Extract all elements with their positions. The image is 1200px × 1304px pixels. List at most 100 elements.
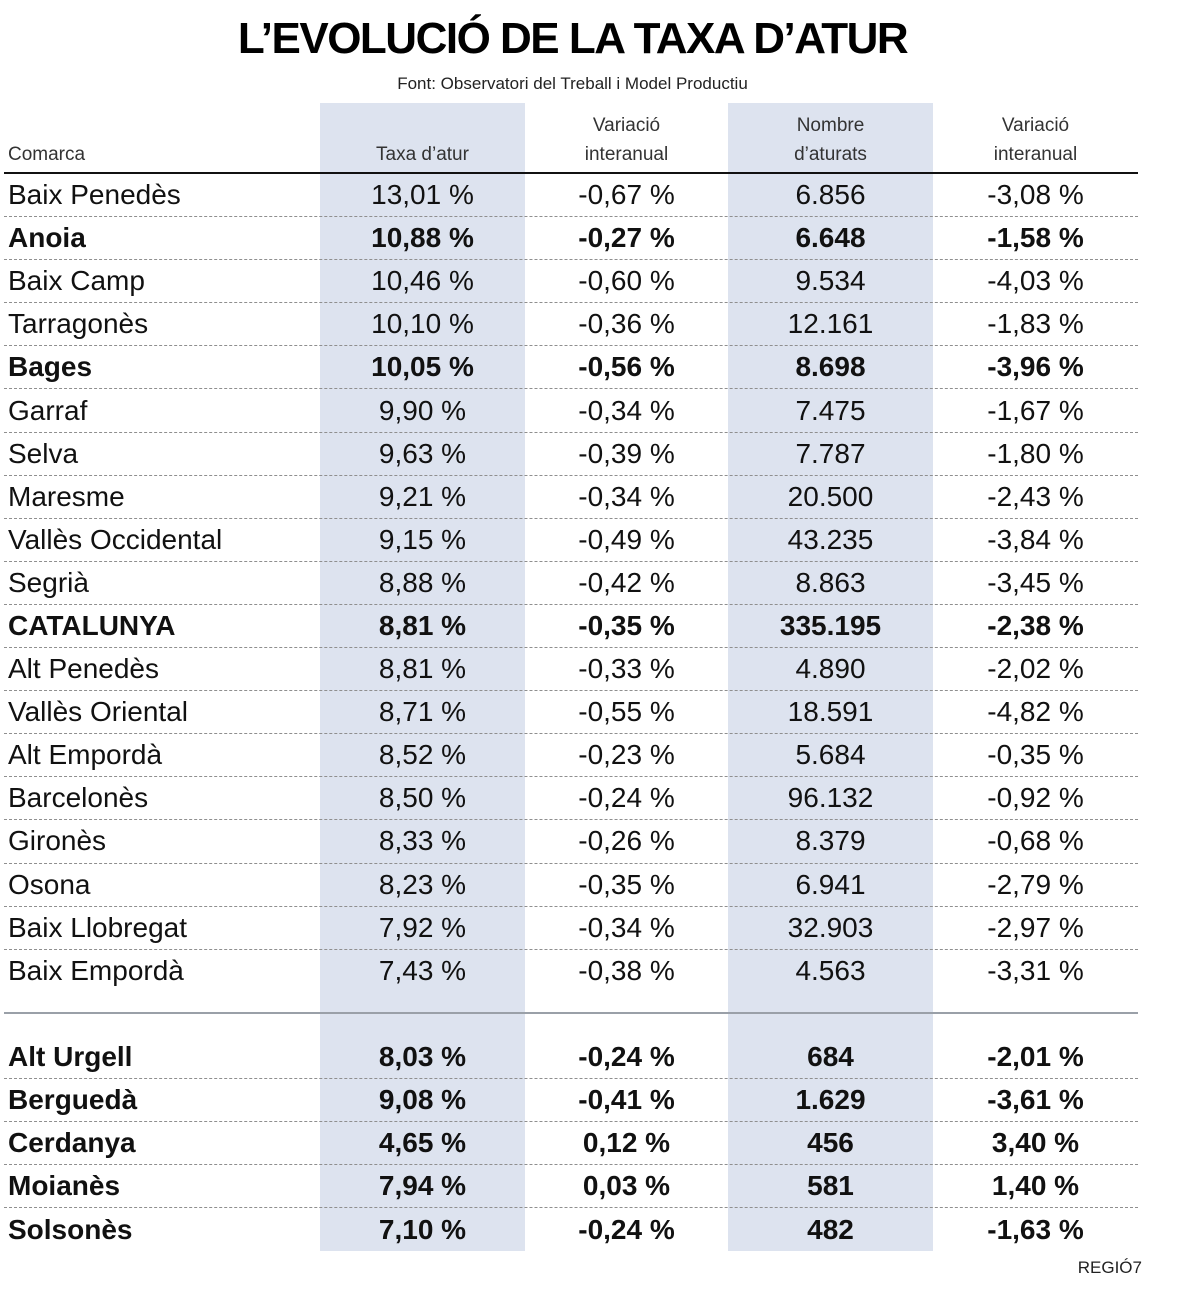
cell-nombre-aturats: 684: [807, 1041, 854, 1073]
cell-taxa-atur: 8,71 %: [378, 696, 467, 728]
cell-nombre-aturats: 96.132: [787, 782, 874, 814]
header-comarca: Comarca: [8, 144, 86, 165]
cell-variacio-taxa: -0,42 %: [578, 566, 675, 598]
cell-taxa-atur: 10,10 %: [371, 308, 474, 340]
table-row: Alt Urgell 8,03 % -0,24 % 684 -2,01 %: [4, 1036, 1138, 1080]
cell-variacio-taxa: -0,36 %: [578, 308, 675, 340]
aturats-column-shade: [728, 103, 933, 1251]
cell-nombre-aturats: 581: [807, 1170, 854, 1202]
header-nombre-aturats: Nombre d’aturats: [794, 115, 867, 165]
cell-nombre-aturats: 6.856: [795, 179, 866, 211]
cell-taxa-atur: 8,50 %: [378, 782, 467, 814]
cell-variacio-aturats: -2,97 %: [987, 911, 1084, 943]
cell-nombre-aturats: 4.890: [795, 653, 866, 685]
table-row: Bages 10,05 % -0,56 % 8.698 -3,96 %: [4, 346, 1138, 390]
cell-taxa-atur: 7,10 %: [378, 1213, 467, 1245]
cell-taxa-atur: 10,88 %: [371, 222, 474, 254]
publisher-credit: REGIÓ7: [1077, 1258, 1142, 1277]
cell-comarca: Vallès Occidental: [8, 523, 223, 555]
cell-variacio-aturats: -4,82 %: [987, 696, 1084, 728]
cell-comarca: Bages: [8, 351, 93, 383]
cell-nombre-aturats: 43.235: [787, 523, 874, 555]
cell-variacio-taxa: -0,27 %: [578, 222, 675, 254]
cell-variacio-aturats: -1,80 %: [987, 437, 1084, 469]
cell-nombre-aturats: 20.500: [787, 480, 874, 512]
cell-variacio-taxa: -0,24 %: [578, 782, 675, 814]
cell-variacio-aturats: -3,45 %: [987, 566, 1084, 598]
table-row: Tarragonès 10,10 % -0,36 % 12.161 -1,83 %: [4, 303, 1138, 347]
cell-variacio-taxa: -0,39 %: [578, 437, 675, 469]
cell-variacio-taxa: -0,24 %: [578, 1041, 675, 1073]
table-row: Moianès 7,94 % 0,03 % 581 1,40 %: [4, 1165, 1138, 1209]
cell-taxa-atur: 9,08 %: [378, 1084, 467, 1116]
cell-variacio-aturats: -3,61 %: [987, 1084, 1084, 1116]
cell-variacio-taxa: -0,33 %: [578, 653, 675, 685]
cell-comarca: Moianès: [8, 1170, 121, 1202]
cell-taxa-atur: 10,46 %: [371, 265, 474, 297]
cell-variacio-taxa: -0,24 %: [578, 1213, 675, 1245]
cell-taxa-atur: 8,81 %: [378, 609, 467, 641]
cell-nombre-aturats: 456: [807, 1127, 854, 1159]
cell-comarca: Berguedà: [8, 1084, 138, 1116]
cell-variacio-aturats: -2,38 %: [987, 609, 1084, 641]
table-row: Osona 8,23 % -0,35 % 6.941 -2,79 %: [4, 864, 1138, 907]
cell-taxa-atur: 13,01 %: [371, 179, 474, 211]
cell-comarca: Garraf: [8, 394, 88, 426]
cell-variacio-taxa: -0,35 %: [578, 868, 675, 900]
cell-nombre-aturats: 32.903: [787, 911, 874, 943]
cell-variacio-taxa: -0,34 %: [578, 480, 675, 512]
section-separator: [4, 1012, 1138, 1014]
cell-variacio-aturats: -2,02 %: [987, 653, 1084, 685]
table-body-main: Baix Penedès 13,01 % -0,67 % 6.856 -3,08 % An…: [4, 174, 1138, 993]
cell-comarca: Solsonès: [8, 1213, 133, 1245]
cell-nombre-aturats: 482: [807, 1213, 854, 1245]
cell-nombre-aturats: 1.629: [795, 1084, 866, 1116]
chart-title: L’EVOLUCIÓ DE LA TAXA D’ATUR: [237, 14, 909, 63]
cell-comarca: Vallès Oriental: [8, 696, 189, 728]
cell-comarca: Selva: [8, 437, 79, 469]
table-row: Anoia 10,88 % -0,27 % 6.648 -1,58 %: [4, 217, 1138, 261]
cell-nombre-aturats: 6.648: [795, 222, 866, 254]
cell-variacio-taxa: -0,38 %: [578, 955, 675, 987]
cell-nombre-aturats: 5.684: [795, 739, 866, 771]
cell-nombre-aturats: 6.941: [795, 868, 866, 900]
cell-comarca: Alt Penedès: [8, 653, 159, 685]
cell-nombre-aturats: 18.591: [787, 696, 874, 728]
cell-variacio-taxa: -0,67 %: [578, 179, 675, 211]
cell-taxa-atur: 7,92 %: [378, 911, 467, 943]
table-row: Alt Empordà 8,52 % -0,23 % 5.684 -0,35 %: [4, 734, 1138, 778]
table-row: Baix Penedès 13,01 % -0,67 % 6.856 -3,08 %: [4, 174, 1138, 218]
cell-taxa-atur: 4,65 %: [378, 1127, 467, 1159]
cell-comarca: Cerdanya: [8, 1127, 136, 1159]
table-row: CATALUNYA 8,81 % -0,35 % 335.195 -2,38 %: [4, 605, 1138, 649]
cell-comarca: Maresme: [8, 480, 125, 512]
cell-variacio-aturats: -3,08 %: [987, 179, 1084, 211]
cell-comarca: Alt Empordà: [8, 739, 163, 771]
cell-variacio-aturats: -1,63 %: [987, 1213, 1084, 1245]
table-row: Baix Llobregat 7,92 % -0,34 % 32.903 -2,97 %: [4, 907, 1138, 950]
header-taxa-atur: Taxa d’atur: [376, 144, 469, 165]
cell-taxa-atur: 9,21 %: [378, 480, 467, 512]
table-body-secondary: Alt Urgell 8,03 % -0,24 % 684 -2,01 % Bergued…: [4, 1036, 1138, 1251]
cell-comarca: Barcelonès: [8, 782, 149, 814]
source-note: Font: Observatori del Treball i Model Pr…: [397, 74, 748, 93]
cell-variacio-aturats: -3,31 %: [987, 955, 1084, 987]
cell-variacio-taxa: -0,60 %: [578, 265, 675, 297]
cell-nombre-aturats: 4.563: [795, 955, 866, 987]
cell-taxa-atur: 9,63 %: [378, 437, 467, 469]
cell-nombre-aturats: 335.195: [779, 609, 882, 641]
cell-nombre-aturats: 9.534: [795, 265, 866, 297]
cell-variacio-aturats: 1,40 %: [991, 1170, 1080, 1202]
header-rule: [4, 172, 1138, 174]
table-row: Selva 9,63 % -0,39 % 7.787 -1,80 %: [4, 433, 1138, 476]
table-row: Vallès Occidental 9,15 % -0,49 % 43.235 -3,8…: [4, 519, 1138, 562]
header-variacio-taxa: Variació interanual: [584, 115, 669, 165]
cell-variacio-taxa: -0,41 %: [578, 1084, 675, 1116]
cell-comarca: Baix Empordà: [8, 955, 184, 987]
cell-taxa-atur: 8,33 %: [378, 825, 467, 857]
cell-variacio-aturats: -4,03 %: [987, 265, 1084, 297]
cell-variacio-aturats: -0,68 %: [987, 825, 1084, 857]
cell-nombre-aturats: 7.787: [795, 437, 866, 469]
header-variacio-aturats: Variació interanual: [993, 115, 1078, 165]
table-row: Baix Camp 10,46 % -0,60 % 9.534 -4,03 %: [4, 260, 1138, 304]
